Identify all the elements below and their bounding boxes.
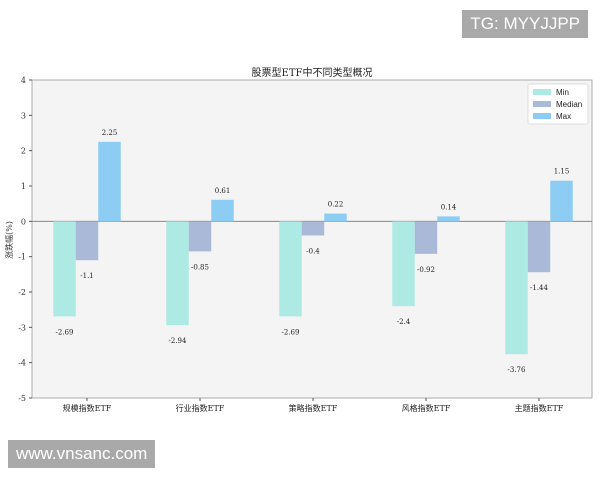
legend-label-max: Max xyxy=(556,112,571,121)
x-tick-label: 策略指数ETF xyxy=(289,403,338,413)
data-label: 0.14 xyxy=(441,203,457,211)
bar-min xyxy=(279,221,302,317)
bar-min xyxy=(392,221,415,307)
y-tick-label: 1 xyxy=(21,182,26,191)
y-tick-label: -1 xyxy=(18,253,26,262)
y-tick-label: -5 xyxy=(18,394,26,403)
x-tick-label: 风格指数ETF xyxy=(402,403,451,413)
legend-swatch-max xyxy=(533,113,551,119)
data-label: -0.4 xyxy=(306,247,320,255)
chart-title: 股票型ETF中不同类型概况 xyxy=(252,66,373,79)
bar-median xyxy=(188,221,212,252)
data-label: 2.25 xyxy=(102,129,118,137)
y-tick-label: 2 xyxy=(21,147,26,156)
data-label: -0.92 xyxy=(417,266,435,274)
data-label: -3.76 xyxy=(508,366,526,374)
bar-max xyxy=(550,180,573,222)
bar-min xyxy=(166,221,189,326)
bar-min xyxy=(53,221,76,317)
bar-max xyxy=(437,216,460,222)
data-label: -2.4 xyxy=(397,318,411,326)
y-tick-label: -2 xyxy=(18,288,26,297)
data-label: 0.22 xyxy=(328,201,344,209)
y-tick-label: -3 xyxy=(18,323,26,332)
legend-label-median: Median xyxy=(556,100,582,109)
legend-swatch-median xyxy=(533,101,551,107)
x-tick-label: 行业指数ETF xyxy=(176,403,225,413)
bar-max xyxy=(211,199,234,222)
data-label: -2.69 xyxy=(56,328,74,336)
bar-max xyxy=(324,213,347,222)
data-label: -0.85 xyxy=(191,263,209,271)
bar-median xyxy=(414,221,438,254)
data-label: 0.61 xyxy=(215,187,231,195)
x-tick-label: 规模指数ETF xyxy=(63,403,112,413)
legend-swatch-min xyxy=(533,89,551,95)
legend-label-min: Min xyxy=(556,88,569,97)
y-tick-label: 0 xyxy=(21,217,26,226)
y-axis-label: 涨跌幅(%) xyxy=(4,221,14,259)
y-tick-label: -4 xyxy=(18,359,26,368)
data-label: -1.44 xyxy=(530,284,548,292)
bar-min xyxy=(505,221,528,355)
watermark-top: TG: MYYJJPP xyxy=(462,10,588,38)
bar-median xyxy=(301,221,325,236)
data-label: -2.94 xyxy=(169,337,187,345)
data-label: -1.1 xyxy=(80,272,94,280)
x-tick-label: 主题指数ETF xyxy=(515,403,564,413)
bar-median xyxy=(75,221,99,261)
y-tick-label: 3 xyxy=(21,111,26,120)
bar-max xyxy=(98,141,121,222)
data-label: -2.69 xyxy=(282,328,300,336)
watermark-bottom: www.vnsanc.com xyxy=(8,440,156,468)
bar-median xyxy=(527,221,551,273)
data-label: 1.15 xyxy=(554,168,570,176)
y-tick-label: 4 xyxy=(21,76,26,85)
plot-area xyxy=(31,79,593,399)
